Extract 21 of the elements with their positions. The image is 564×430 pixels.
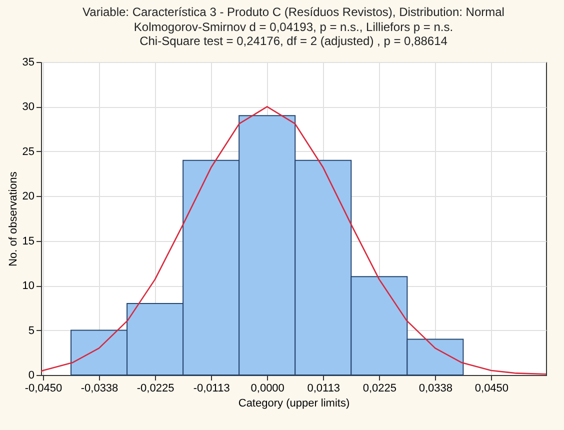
y-tick-label: 15 — [22, 235, 34, 248]
y-axis-title: No. of observations — [7, 171, 20, 266]
x-tick-label: 0,0338 — [418, 382, 453, 394]
y-tick-label: 25 — [22, 146, 34, 158]
x-tick-label: 0,0113 — [307, 382, 340, 394]
x-tick-label: -0,0225 — [136, 382, 174, 394]
x-tick-label: 0,0450 — [474, 382, 509, 394]
chart-title: Variable: Característica 3 - Produto C (Resíduos Revistos), Distribution: Normal — [82, 5, 504, 19]
y-tick-label: 30 — [22, 101, 34, 114]
x-axis-title: Category (upper limits) — [238, 398, 350, 410]
y-tick-label: 10 — [22, 280, 34, 292]
y-tick-label: 35 — [22, 56, 34, 68]
y-tick-label: 0 — [28, 370, 34, 382]
x-tick-label: -0,0338 — [80, 382, 118, 394]
y-tick-label: 20 — [22, 190, 34, 203]
x-tick-label: 0,0000 — [250, 382, 284, 394]
chart-subtitle: Kolmogorov-Smirnov d = 0,04193, p = n.s., Lilliefors p = n.s. Chi-Square test = 0,24176, df = 2 (adjusted) , p = 0,88614 — [134, 20, 454, 48]
x-tick-label: -0,0113 — [193, 382, 230, 394]
x-tick-label: -0,0450 — [24, 382, 62, 394]
x-tick-label: 0,0225 — [362, 382, 396, 394]
y-tick-label: 5 — [28, 324, 34, 337]
